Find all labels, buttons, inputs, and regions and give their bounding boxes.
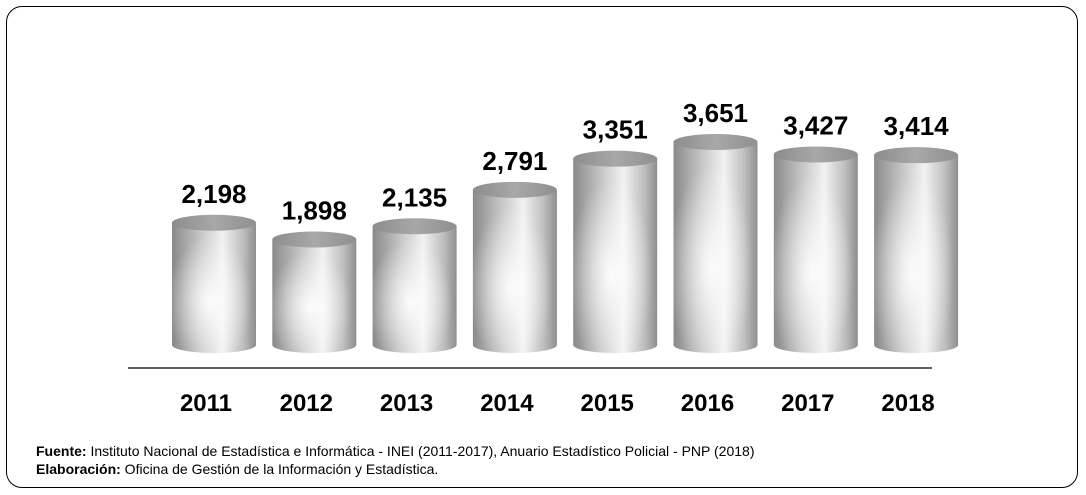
credit-text: Oficina de Gestión de la Información y E… xyxy=(120,461,439,477)
source-line: Fuente: Instituto Nacional de Estadístic… xyxy=(36,442,754,460)
value-label-2016: 3,651 xyxy=(683,98,748,128)
value-label-2015: 3,351 xyxy=(583,115,648,145)
bar-2014 xyxy=(472,181,557,353)
value-label-2012: 1,898 xyxy=(282,195,347,225)
year-label-2015: 2015 xyxy=(581,390,634,417)
year-label-2012: 2012 xyxy=(280,390,333,417)
source-label: Fuente: xyxy=(36,443,87,459)
bar-2017 xyxy=(773,146,858,353)
bar-2011 xyxy=(172,214,256,353)
year-label-2013: 2013 xyxy=(380,390,433,417)
bar-2015 xyxy=(573,150,658,353)
credit-label: Elaboración: xyxy=(36,461,121,477)
year-label-2018: 2018 xyxy=(881,390,934,417)
value-label-2017: 3,427 xyxy=(783,110,848,140)
bar-2016 xyxy=(673,134,758,353)
bar-2012 xyxy=(272,231,357,353)
bar-2018 xyxy=(874,147,959,353)
credit-line: Elaboración: Oficina de Gestión de la In… xyxy=(36,460,754,478)
value-label-2011: 2,198 xyxy=(181,179,246,209)
year-label-2016: 2016 xyxy=(681,390,734,417)
year-label-2014: 2014 xyxy=(480,390,534,417)
year-label-2017: 2017 xyxy=(781,390,834,417)
year-label-2011: 2011 xyxy=(180,390,232,417)
value-label-2014: 2,791 xyxy=(482,146,547,176)
bar-2013 xyxy=(372,218,457,353)
notes: Fuente: Instituto Nacional de Estadístic… xyxy=(36,442,754,478)
source-text: Instituto Nacional de Estadística e Info… xyxy=(86,443,755,459)
bar-chart: 2,198 1,898 2,135 2,791 3,351 3,651 3,427 3,414… xyxy=(128,98,959,417)
value-label-2013: 2,135 xyxy=(382,182,447,212)
value-label-2018: 3,414 xyxy=(884,111,950,141)
